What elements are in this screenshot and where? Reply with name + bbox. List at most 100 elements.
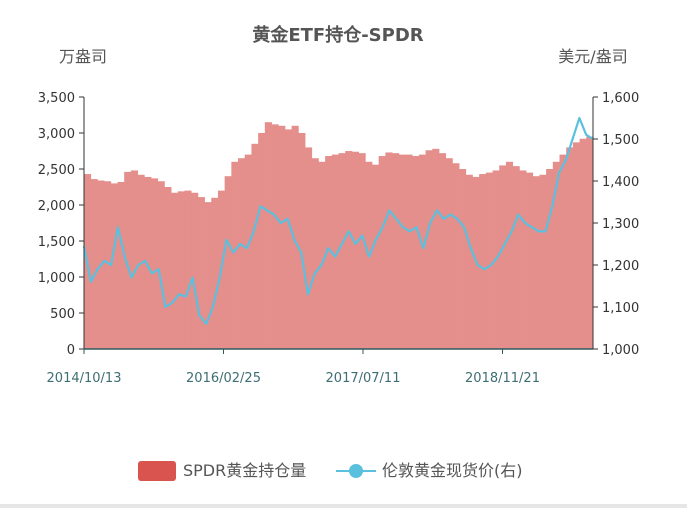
- holdings-bar: [258, 133, 266, 349]
- holdings-bar: [398, 154, 406, 349]
- holdings-bar: [345, 151, 353, 349]
- holdings-bar: [298, 133, 306, 349]
- left-tick-label: 2,000: [38, 199, 75, 214]
- holdings-bar: [405, 154, 413, 349]
- holdings-bar: [238, 158, 246, 349]
- holdings-bar: [512, 166, 520, 349]
- holdings-bar: [479, 174, 487, 349]
- holdings-bar: [278, 125, 286, 349]
- holdings-bar: [90, 179, 98, 349]
- x-tick-label: 2018/11/21: [465, 371, 540, 386]
- holdings-bar: [144, 176, 152, 349]
- left-tick-label: 3,000: [38, 127, 75, 142]
- holdings-bar: [519, 170, 527, 349]
- holdings-bar: [358, 153, 366, 349]
- legend-label-price[interactable]: 伦敦黄金现货价(右): [382, 461, 523, 480]
- holdings-bar: [331, 154, 339, 349]
- holdings-bar: [351, 151, 359, 349]
- holdings-bar: [271, 124, 279, 349]
- legend: SPDR黄金持仓量 伦敦黄金现货价(右): [138, 461, 523, 481]
- holdings-bar: [432, 148, 440, 349]
- holdings-bar: [251, 143, 259, 349]
- holdings-bar: [532, 176, 540, 349]
- legend-swatch-price-dot[interactable]: [349, 464, 363, 478]
- holdings-bar: [211, 197, 219, 349]
- right-tick-label: 1,600: [602, 91, 639, 106]
- holdings-bar: [171, 192, 179, 349]
- holdings-bar: [191, 192, 199, 349]
- chart-title: 黄金ETF持仓-SPDR: [252, 24, 423, 46]
- legend-label-holdings[interactable]: SPDR黄金持仓量: [183, 461, 306, 480]
- holdings-bar: [539, 174, 547, 349]
- holdings-bar: [231, 161, 239, 349]
- holdings-bar: [318, 161, 326, 349]
- right-tick-label: 1,500: [602, 133, 639, 148]
- holdings-bar: [305, 147, 313, 349]
- holdings-bar: [485, 172, 493, 349]
- holdings-bar: [104, 181, 112, 349]
- holdings-bar: [579, 138, 587, 349]
- holdings-bar: [110, 183, 118, 349]
- holdings-bar: [117, 181, 125, 349]
- legend-swatch-holdings[interactable]: [138, 461, 176, 481]
- right-tick-label: 1,300: [602, 217, 639, 232]
- right-tick-label: 1,200: [602, 259, 639, 274]
- right-axis-unit: 美元/盎司: [558, 47, 627, 66]
- left-tick-label: 1,000: [38, 271, 75, 286]
- holdings-bar: [499, 165, 507, 349]
- left-tick-label: 2,500: [38, 163, 75, 178]
- left-tick-label: 0: [67, 343, 75, 358]
- holdings-bar: [291, 125, 299, 349]
- holdings-bar: [177, 191, 185, 349]
- holdings-bar: [124, 171, 132, 349]
- holdings-bar: [184, 190, 192, 349]
- left-tick-label: 3,500: [38, 91, 75, 106]
- holdings-bar: [572, 142, 581, 349]
- holdings-bar: [264, 122, 272, 349]
- holdings-bar: [412, 156, 420, 349]
- holdings-bar: [392, 153, 400, 349]
- holdings-bar: [586, 136, 594, 349]
- holdings-bar: [164, 187, 172, 349]
- holdings-bar: [566, 147, 574, 349]
- holdings-bar: [459, 169, 467, 349]
- holdings-bar: [559, 154, 567, 349]
- x-tick-label: 2016/02/25: [186, 371, 261, 386]
- price-line-layer: [82, 116, 594, 325]
- price-line: [82, 116, 594, 325]
- holdings-area-layer: [84, 122, 594, 349]
- axes-layer: 0 500 1,000 1,500 2,000 2,500 3,000 3,500 1,000 1…: [38, 91, 639, 386]
- left-tick-label: 1,500: [38, 235, 75, 250]
- holdings-bar: [197, 197, 205, 349]
- holdings-bar: [438, 153, 447, 349]
- holdings-bar: [546, 169, 554, 349]
- bottom-rule: [0, 504, 687, 508]
- holdings-bar: [338, 153, 346, 349]
- holdings-bar: [371, 164, 380, 349]
- holdings-bar: [445, 158, 453, 349]
- holdings-bar: [130, 170, 138, 349]
- right-tick-label: 1,100: [602, 301, 639, 316]
- holdings-bar: [244, 154, 252, 349]
- holdings-bar: [224, 176, 232, 349]
- holdings-bar: [418, 154, 426, 349]
- right-tick-label: 1,400: [602, 175, 639, 190]
- holdings-bar: [325, 156, 333, 349]
- holdings-bar: [311, 158, 319, 349]
- holdings-bar: [385, 152, 393, 349]
- holdings-bar: [157, 181, 165, 349]
- right-tick-label: 1,000: [602, 343, 639, 358]
- x-tick-label: 2017/07/11: [326, 371, 401, 386]
- holdings-bar: [465, 174, 473, 349]
- holdings-bar: [425, 150, 433, 349]
- holdings-bar: [526, 172, 534, 349]
- holdings-bar: [505, 161, 514, 349]
- holdings-bar: [452, 163, 460, 349]
- holdings-bar: [137, 174, 145, 349]
- holdings-bar: [284, 129, 293, 349]
- left-tick-label: 500: [50, 307, 75, 322]
- x-tick-label: 2014/10/13: [47, 371, 122, 386]
- holdings-bar: [552, 161, 560, 349]
